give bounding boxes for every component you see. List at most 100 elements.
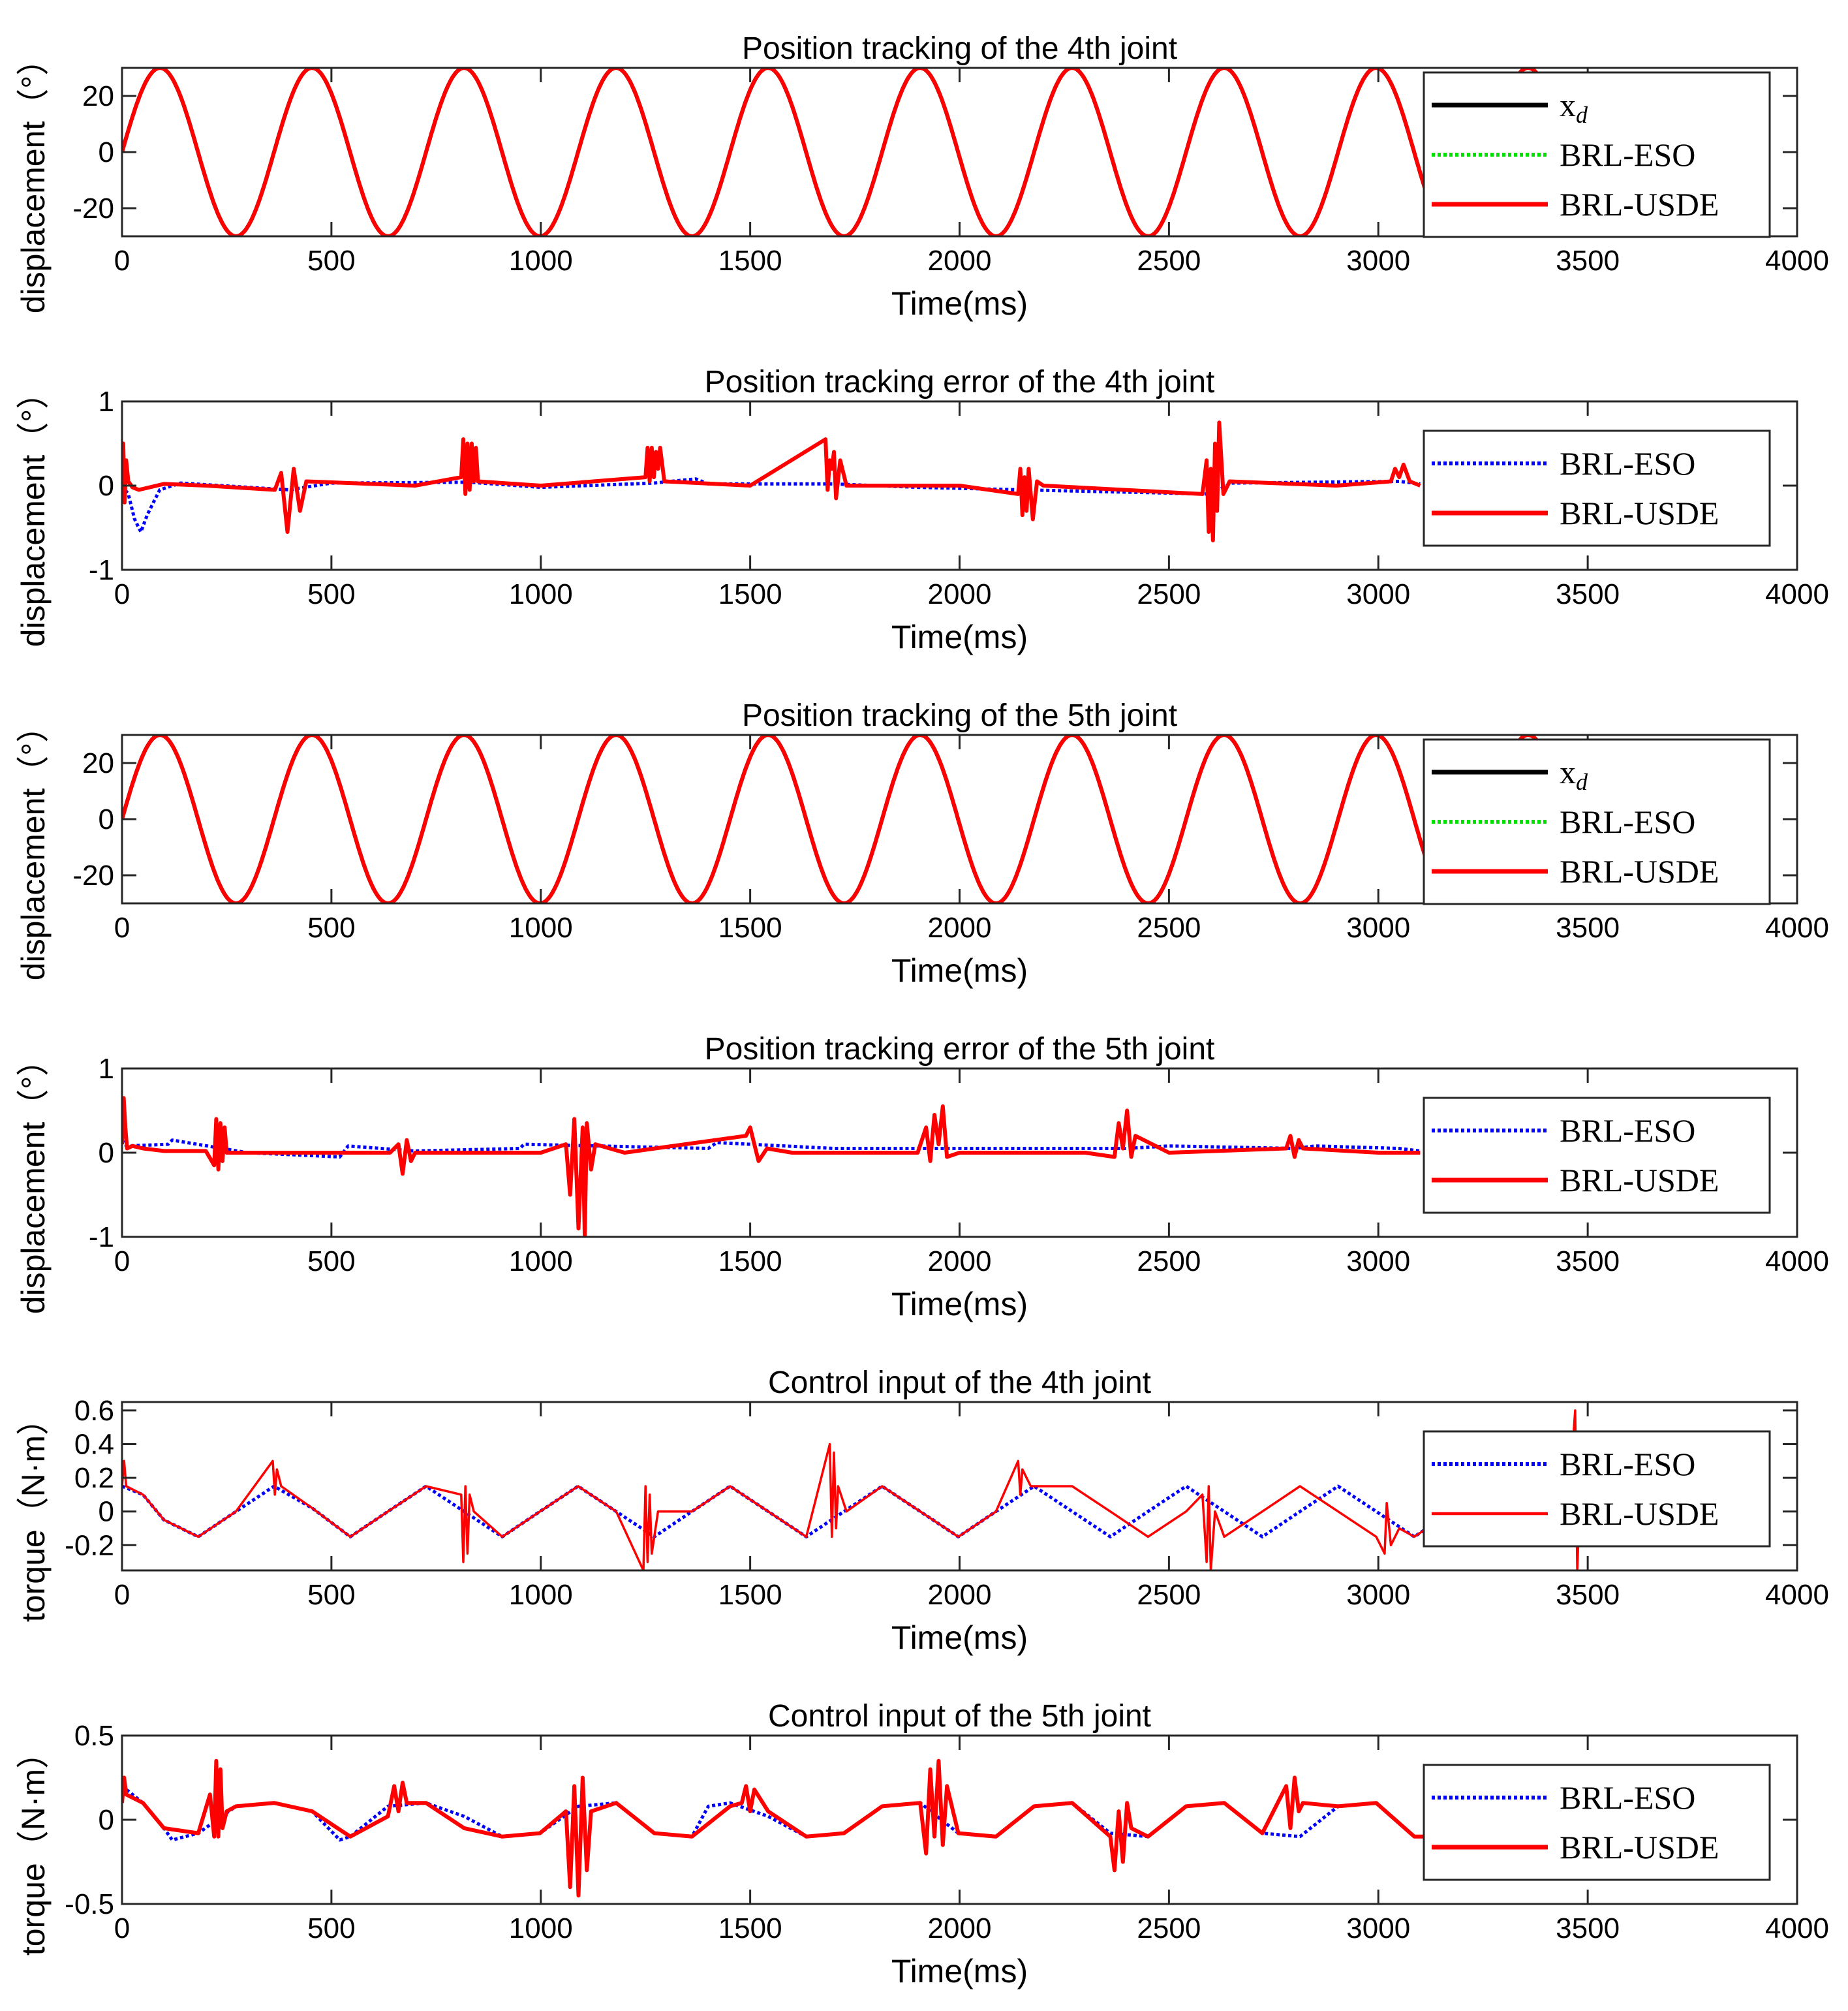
- legend-box: [1423, 1430, 1771, 1548]
- x-tick-label: 500: [307, 1912, 355, 1944]
- chart-title: Position tracking of the 5th joint: [742, 698, 1177, 733]
- x-tick-label: 1500: [718, 1912, 782, 1944]
- legend-box: [1423, 1097, 1771, 1214]
- plot-area: [122, 1758, 1490, 1898]
- x-tick-label: 3500: [1556, 912, 1620, 944]
- x-axis-label: Time(ms): [891, 1619, 1028, 1656]
- y-axis-label: torque（N·m）: [15, 1736, 52, 1956]
- y-tick-label: 0: [99, 470, 114, 502]
- legend-label: BRL-USDE: [1560, 853, 1719, 890]
- series-line-2: [122, 735, 1568, 903]
- x-tick-label: 1000: [509, 1579, 573, 1611]
- legend-label: BRL-ESO: [1560, 803, 1695, 840]
- y-tick-label: -0.2: [65, 1529, 114, 1561]
- chart-panel-6: Control input of the 5th joint 0 500 1000 15…: [15, 1699, 1829, 1989]
- x-axis-label: Time(ms): [891, 285, 1028, 322]
- x-tick-label: 2000: [928, 578, 992, 610]
- y-tick-label: 0.5: [74, 1720, 114, 1752]
- x-tick-label: 4000: [1765, 1912, 1829, 1944]
- x-tick-label: 3000: [1346, 245, 1410, 277]
- chart-title: Position tracking error of the 5th joint: [705, 1032, 1215, 1067]
- legend-label: BRL-USDE: [1560, 1829, 1719, 1865]
- x-tick-label: 1000: [509, 1245, 573, 1277]
- x-tick-label: 500: [307, 245, 355, 277]
- chart-panel-5: Control input of the 4th joint 0 500 1000 15…: [15, 1365, 1829, 1656]
- y-tick-label: 0: [99, 803, 114, 835]
- y-tick-label: 0.6: [74, 1395, 114, 1427]
- y-tick-label: -1: [89, 554, 114, 586]
- x-tick-label: 1500: [718, 1579, 782, 1611]
- x-tick-label: 1500: [718, 245, 782, 277]
- x-tick-label: 1500: [718, 912, 782, 944]
- x-tick-label: 3000: [1346, 1245, 1410, 1277]
- y-tick-label: 0: [99, 1804, 114, 1836]
- legend-label: BRL-ESO: [1560, 136, 1695, 173]
- legend-box: [1423, 429, 1771, 547]
- legend-label: BRL-USDE: [1560, 1162, 1719, 1198]
- series-line-2: [122, 1758, 1490, 1898]
- y-tick-label: 0: [99, 1496, 114, 1528]
- y-axis-label: torque（N·m）: [15, 1403, 52, 1622]
- series-line-2: [122, 1409, 1581, 1570]
- plot-area: [122, 420, 1421, 542]
- chart-title: Position tracking error of the 4th joint: [705, 365, 1215, 399]
- x-tick-label: 0: [114, 245, 130, 277]
- series-line-1: [122, 68, 1568, 236]
- x-tick-label: 2500: [1137, 245, 1201, 277]
- x-tick-label: 3500: [1556, 1245, 1620, 1277]
- y-tick-label: 0: [99, 136, 114, 168]
- series-line-3: [122, 735, 1568, 903]
- x-tick-label: 500: [307, 578, 355, 610]
- series-line-2: [122, 68, 1568, 236]
- chart-title: Control input of the 4th joint: [768, 1365, 1151, 1400]
- x-axis-label: Time(ms): [891, 619, 1028, 655]
- legend-label: BRL-USDE: [1560, 495, 1719, 531]
- x-tick-label: 500: [307, 912, 355, 944]
- x-tick-label: 1000: [509, 912, 573, 944]
- legend-label: BRL-ESO: [1560, 445, 1695, 482]
- x-axis-label: Time(ms): [891, 1953, 1028, 1989]
- x-tick-label: 2500: [1137, 1579, 1201, 1611]
- legend-label: BRL-USDE: [1560, 186, 1719, 223]
- x-tick-label: 1500: [718, 578, 782, 610]
- x-tick-label: 0: [114, 1245, 130, 1277]
- x-tick-label: 1500: [718, 1245, 782, 1277]
- y-tick-label: -20: [72, 193, 114, 225]
- legend: BRL-ESO BRL-USDE: [1423, 1097, 1771, 1214]
- legend-label: BRL-ESO: [1560, 1446, 1695, 1482]
- x-tick-label: 2500: [1137, 1912, 1201, 1944]
- x-tick-label: 3500: [1556, 245, 1620, 277]
- x-tick-label: 500: [307, 1245, 355, 1277]
- x-tick-label: 3500: [1556, 1579, 1620, 1611]
- x-tick-label: 4000: [1765, 1579, 1829, 1611]
- x-tick-label: 1000: [509, 578, 573, 610]
- x-tick-label: 2000: [928, 912, 992, 944]
- x-tick-label: 4000: [1765, 245, 1829, 277]
- x-tick-label: 2000: [928, 1579, 992, 1611]
- chart-panel-2: Position tracking error of the 4th joint…: [15, 365, 1829, 655]
- y-axis-label: displacement（°）: [15, 43, 52, 314]
- x-tick-label: 4000: [1765, 578, 1829, 610]
- x-tick-label: 1000: [509, 245, 573, 277]
- x-tick-label: 3000: [1346, 578, 1410, 610]
- x-tick-label: 0: [114, 1912, 130, 1944]
- x-tick-label: 2500: [1137, 912, 1201, 944]
- y-tick-label: 0.2: [74, 1462, 114, 1494]
- chart-title: Position tracking of the 4th joint: [742, 31, 1177, 66]
- x-tick-label: 2500: [1137, 1245, 1201, 1277]
- plot-area: [122, 68, 1568, 236]
- legend-label: BRL-USDE: [1560, 1495, 1719, 1532]
- x-tick-label: 0: [114, 912, 130, 944]
- y-axis-label: displacement（°）: [15, 710, 52, 981]
- x-tick-label: 0: [114, 1579, 130, 1611]
- x-tick-label: 4000: [1765, 912, 1829, 944]
- legend-box: [1423, 1764, 1771, 1881]
- x-tick-label: 0: [114, 578, 130, 610]
- plot-area: [122, 1096, 1421, 1237]
- series-line-1: [122, 477, 1421, 534]
- y-tick-label: 1: [99, 386, 114, 418]
- y-axis-label: displacement（°）: [15, 377, 52, 647]
